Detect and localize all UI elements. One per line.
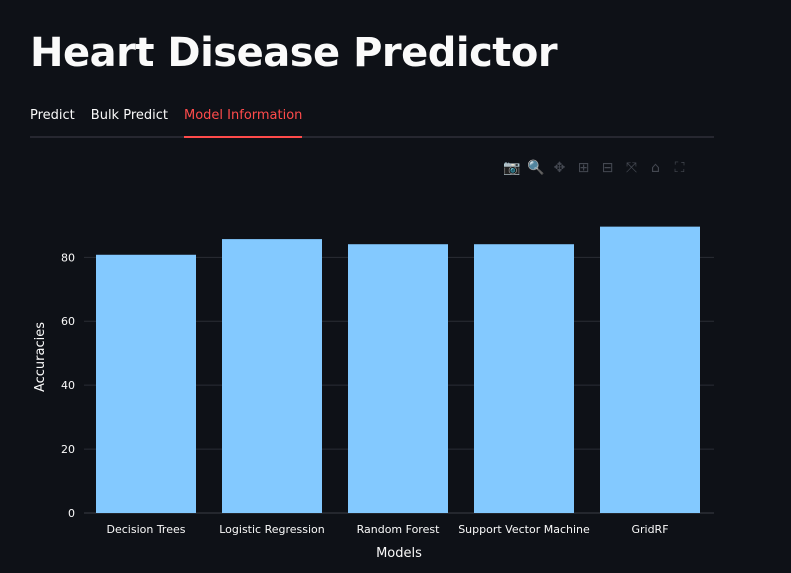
- bar: [96, 254, 196, 514]
- zoom-out-icon[interactable]: ⊟: [601, 160, 614, 176]
- bar: [222, 239, 322, 514]
- pan-icon[interactable]: ✥: [553, 160, 566, 176]
- x-tick-label: Decision Trees: [107, 523, 186, 536]
- autoscale-icon[interactable]: ⤧: [625, 160, 638, 176]
- x-axis-label: Models: [376, 546, 422, 561]
- y-tick-label: 80: [61, 251, 75, 264]
- y-tick-label: 0: [68, 507, 75, 520]
- tab-predict[interactable]: Predict: [30, 108, 75, 123]
- home-icon[interactable]: ⌂: [651, 160, 660, 176]
- bar: [348, 244, 448, 513]
- tab-model-information[interactable]: Model Information: [184, 105, 303, 138]
- x-tick-label: Random Forest: [357, 523, 440, 536]
- zoom-icon[interactable]: 🔍: [527, 160, 545, 176]
- bar: [474, 244, 574, 513]
- y-axis-label: Accuracies: [33, 322, 48, 392]
- camera-icon[interactable]: 📷: [503, 160, 521, 176]
- zoom-in-icon[interactable]: ⊞: [577, 160, 590, 176]
- tab-bulk-predict[interactable]: Bulk Predict: [90, 108, 168, 123]
- bar: [600, 226, 700, 513]
- x-tick-label: GridRF: [631, 523, 668, 536]
- y-tick-label: 40: [61, 379, 75, 392]
- tab-bar: Predict Bulk Predict Model Information: [30, 105, 714, 138]
- page-title: Heart Disease Predictor: [30, 30, 558, 76]
- y-tick-label: 60: [61, 315, 75, 328]
- fullscreen-icon[interactable]: ⛶: [674, 160, 685, 176]
- x-tick-label: Logistic Regression: [219, 523, 325, 536]
- x-tick-label: Support Vector Machine: [458, 523, 590, 536]
- chart-toolbar: 📷 🔍 ✥ ⊞ ⊟ ⤧ ⌂ ⛶: [503, 160, 688, 176]
- y-tick-label: 20: [61, 443, 75, 456]
